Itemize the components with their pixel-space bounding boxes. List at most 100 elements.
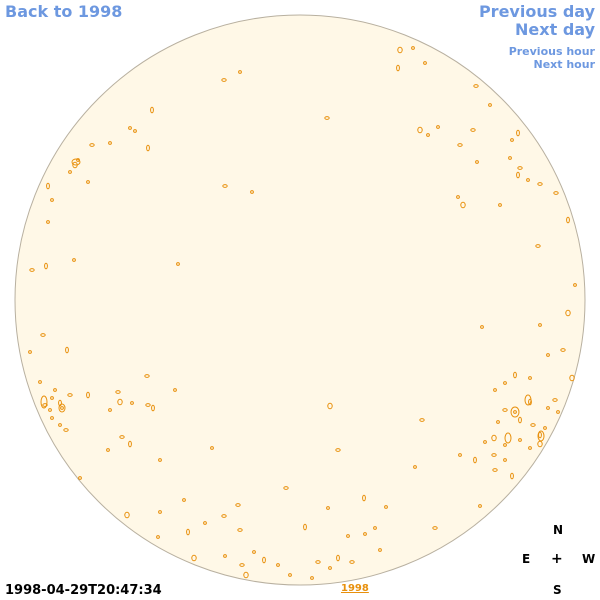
contour-speck	[475, 160, 479, 164]
contour-speck	[50, 416, 54, 420]
contour-speck	[144, 374, 150, 378]
contour-speck	[508, 156, 512, 160]
contour-speck	[222, 184, 228, 188]
year-link[interactable]: 1998	[341, 583, 369, 594]
contour-speck	[535, 244, 541, 248]
contour-speck	[283, 486, 289, 490]
active-region-contours	[28, 46, 577, 580]
contour-speck	[156, 535, 160, 539]
contour-speck	[252, 550, 256, 554]
contour-speck	[324, 116, 330, 120]
contour-speck	[518, 416, 522, 424]
contour-speck	[146, 144, 150, 152]
contour-speck	[411, 46, 415, 50]
compass-south-label: S	[553, 583, 562, 597]
contour-speck	[384, 505, 388, 509]
observation-timestamp: 1998-04-29T20:47:34	[5, 583, 162, 598]
contour-speck	[552, 398, 558, 402]
contour-speck	[108, 141, 112, 145]
contour-speck	[46, 182, 50, 190]
compass-north-label: N	[553, 523, 564, 537]
contour-speck	[328, 566, 332, 570]
contour-speck	[210, 446, 214, 450]
contour-speck	[133, 129, 137, 133]
contour-speck	[221, 78, 227, 82]
previous-hour-link[interactable]: Previous hour	[508, 45, 595, 58]
contour-speck	[492, 468, 498, 472]
contour-loop	[58, 403, 66, 413]
contour-speck	[119, 435, 125, 439]
contour-speck	[186, 528, 190, 536]
contour-speck	[349, 560, 355, 564]
contour-speck	[315, 560, 321, 564]
contour-speck	[396, 64, 400, 72]
contour-speck	[546, 406, 550, 410]
contour-speck	[543, 426, 547, 430]
contour-loop	[504, 432, 512, 444]
contour-speck	[503, 443, 507, 447]
contour-speck	[262, 556, 266, 564]
contour-speck	[491, 453, 497, 457]
contour-speck	[363, 532, 367, 536]
next-day-link[interactable]: Next day	[515, 20, 595, 39]
compass-west-label: W	[582, 552, 596, 566]
compass-center-icon: +	[551, 551, 563, 567]
contour-speck	[72, 258, 76, 262]
contour-speck	[473, 456, 477, 464]
contour-loop	[537, 430, 545, 442]
contour-speck	[566, 216, 570, 224]
previous-day-link[interactable]: Previous day	[478, 2, 595, 21]
contour-speck	[124, 511, 130, 519]
back-to-year-link[interactable]: Back to 1998	[5, 2, 123, 21]
contour-speck	[553, 191, 559, 195]
contour-speck	[191, 554, 197, 562]
contour-speck	[528, 398, 532, 406]
contour-speck	[516, 129, 520, 137]
contour-speck	[498, 203, 502, 207]
contour-loop	[40, 395, 48, 409]
contour-speck	[128, 126, 132, 130]
contour-speck	[565, 309, 571, 317]
contour-speck	[478, 504, 482, 508]
contour-speck	[176, 262, 180, 266]
contour-speck	[145, 403, 151, 407]
solar-disk	[14, 14, 586, 586]
contour-speck	[38, 380, 42, 384]
contour-speck	[473, 84, 479, 88]
contour-speck	[58, 423, 62, 427]
contour-speck	[346, 534, 350, 538]
contour-speck	[238, 70, 242, 74]
contour-speck	[44, 262, 48, 270]
contour-speck	[303, 523, 307, 531]
contour-speck	[46, 220, 50, 224]
contour-speck	[460, 201, 466, 209]
contour-speck	[432, 526, 438, 530]
contour-loop	[510, 406, 520, 418]
contour-speck	[426, 133, 430, 137]
contour-speck	[326, 506, 330, 510]
contour-speck	[182, 498, 186, 502]
contour-speck	[89, 143, 95, 147]
contour-speck	[436, 125, 440, 129]
contour-speck	[510, 138, 514, 142]
next-hour-link[interactable]: Next hour	[533, 58, 596, 71]
contour-speck	[516, 171, 520, 179]
contour-speck	[42, 403, 48, 407]
contour-speck	[173, 388, 177, 392]
contour-speck	[491, 434, 497, 442]
contour-speck	[503, 458, 507, 462]
contour-speck	[128, 440, 132, 448]
contour-speck	[526, 178, 530, 182]
contour-speck	[310, 576, 314, 580]
contour-speck	[537, 182, 543, 186]
contour-speck	[288, 573, 292, 577]
contour-speck	[50, 198, 54, 202]
contour-speck	[457, 143, 463, 147]
contour-speck	[510, 472, 514, 480]
contour-speck	[237, 528, 243, 532]
contour-speck	[203, 521, 207, 525]
contour-speck	[78, 476, 82, 480]
contour-speck	[50, 396, 54, 400]
contour-speck	[397, 46, 403, 54]
contour-speck	[65, 346, 69, 354]
